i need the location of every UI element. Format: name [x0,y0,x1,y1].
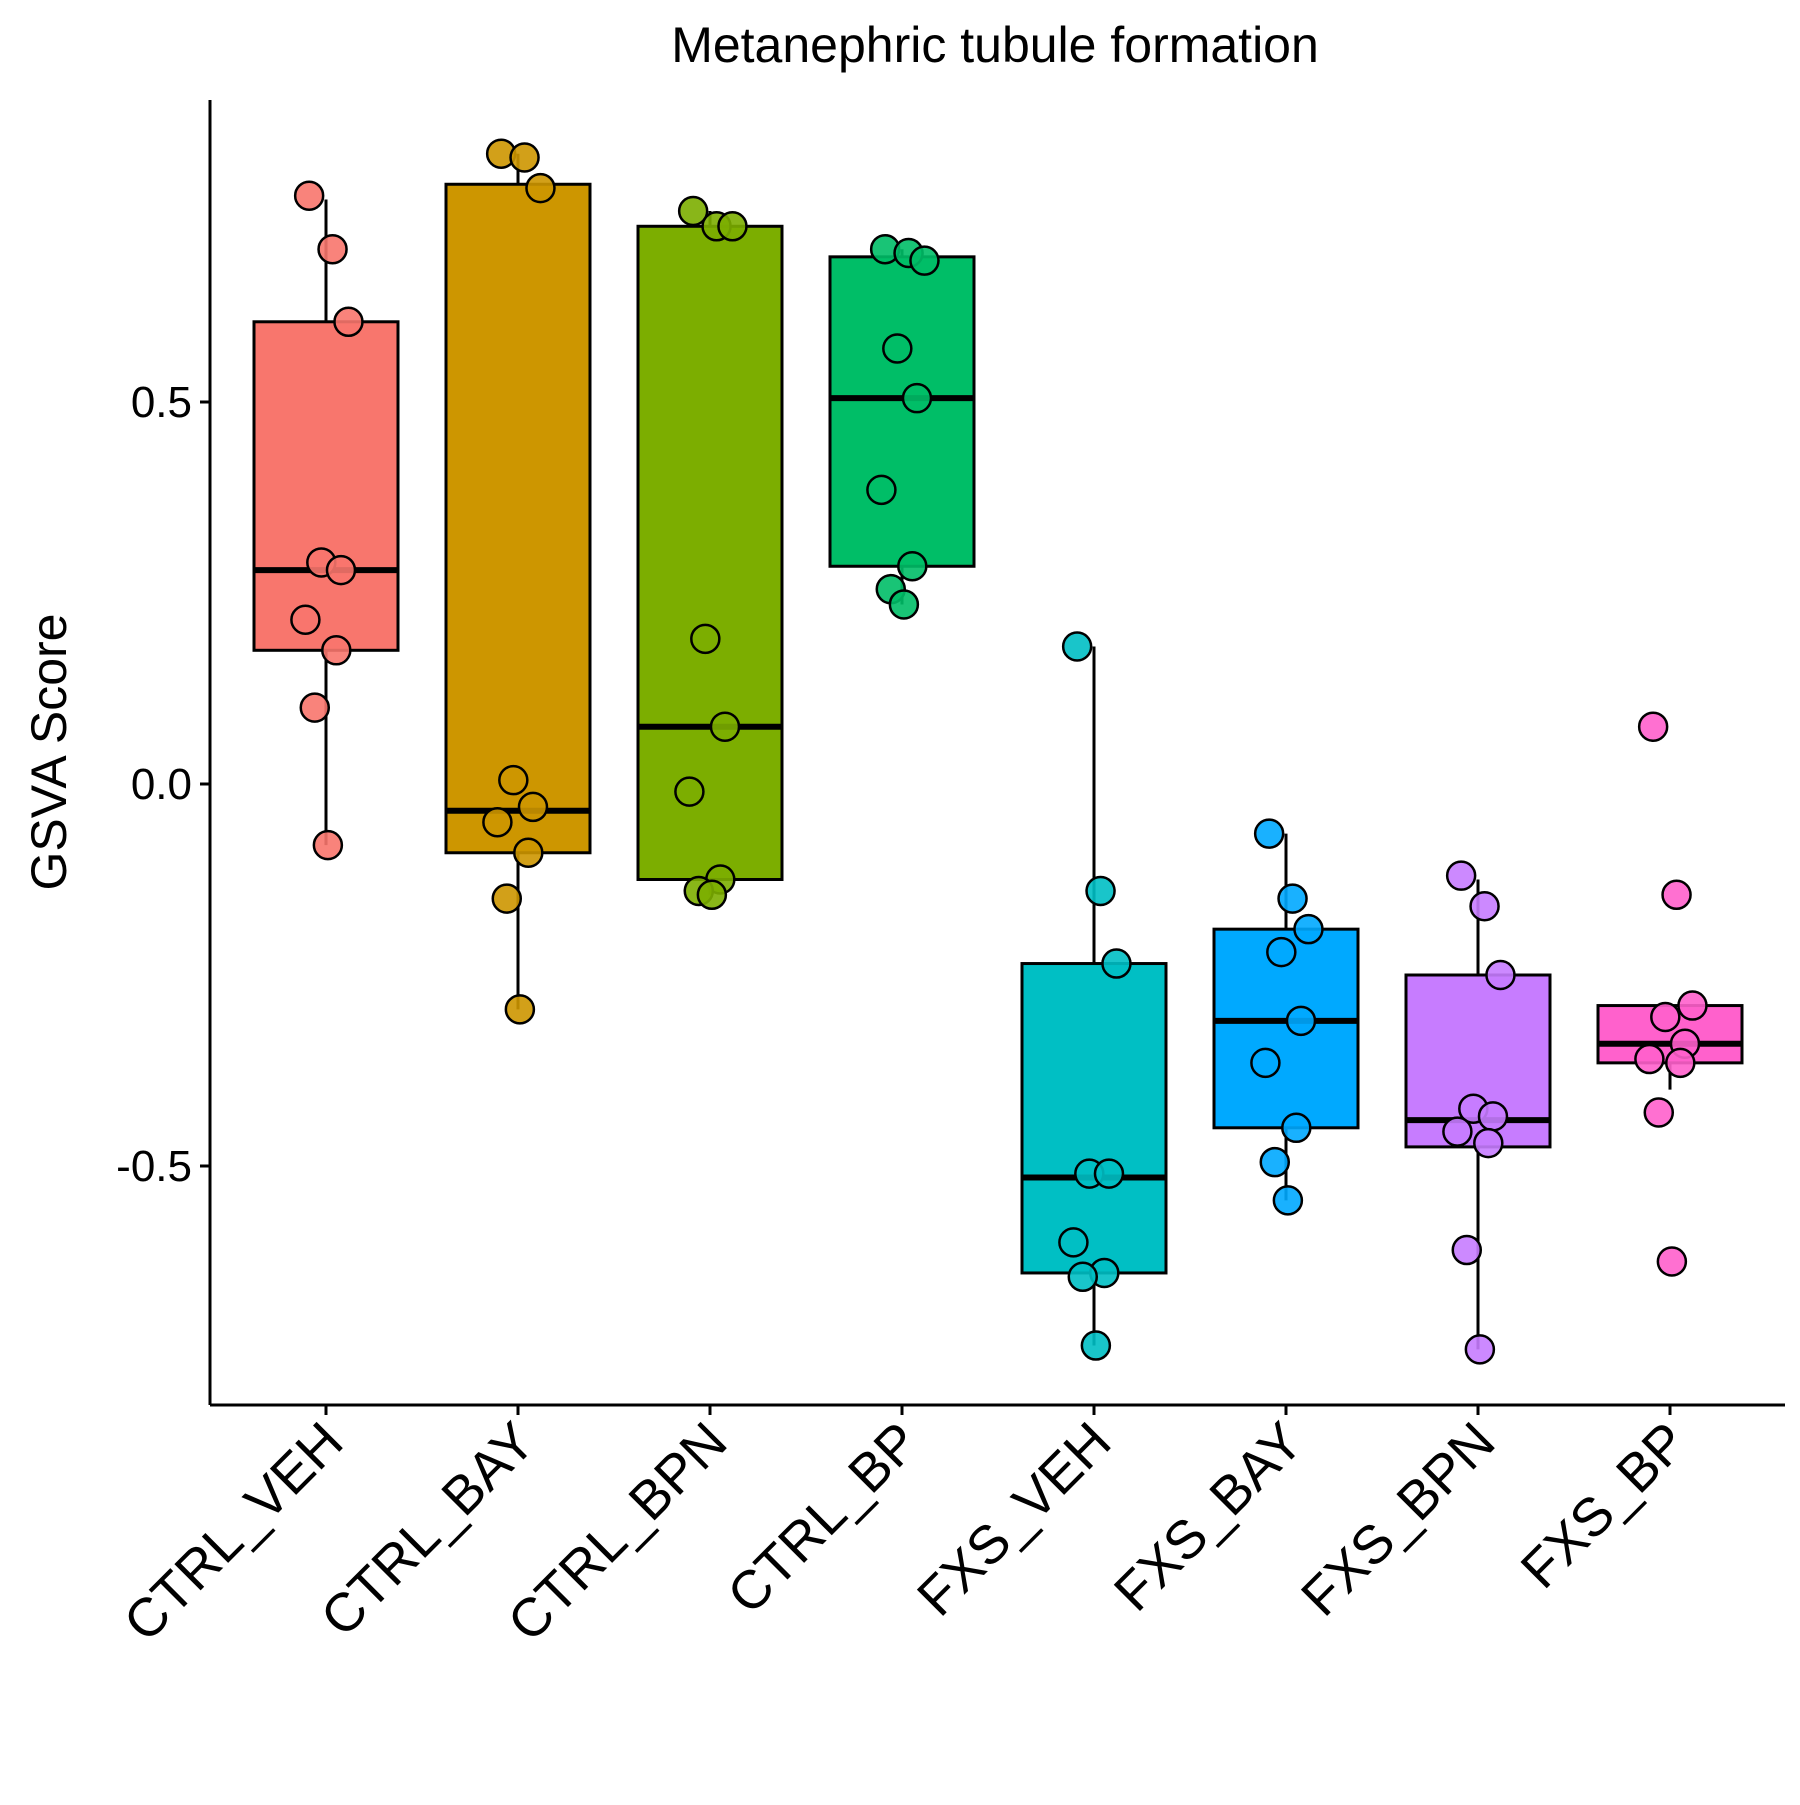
data-point [299,692,331,723]
data-point [1277,883,1308,914]
data-point [1464,1334,1496,1365]
data-point [321,635,352,666]
data-point [866,474,897,506]
data-point [888,589,920,620]
data-point [717,211,748,242]
x-tick-label: FXS_BAY [1103,1411,1315,1623]
data-point [1469,890,1500,922]
data-point [498,764,529,796]
box-group [1596,711,1744,1277]
data-point [897,551,928,582]
data-point [709,711,741,742]
data-point [1451,1234,1483,1266]
data-point [696,879,728,911]
data-point [1285,1005,1317,1037]
data-point [1293,913,1324,945]
x-tick-label: FXS_VEH [906,1411,1122,1627]
data-point [1272,1185,1304,1216]
data-point [513,837,544,869]
data-point [1080,1330,1112,1361]
data-point [1656,1246,1688,1277]
data-point [882,333,913,364]
data-point [1665,1047,1696,1079]
data-point [1250,1047,1281,1079]
data-point [1093,1158,1125,1189]
plot-area [252,138,1744,1365]
data-point [1445,860,1477,891]
x-tick-label: FXS_BPN [1290,1411,1506,1627]
data-point [317,233,348,265]
y-tick-label: 0.5 [131,378,192,427]
data-point [1473,1127,1504,1159]
data-point [909,245,940,276]
box-group [636,195,784,911]
y-tick-label: 0.0 [131,760,192,809]
data-point [1442,1116,1473,1147]
data-point [1661,879,1692,911]
data-point [1253,818,1285,849]
x-tick-label: CTRL_BP [716,1411,930,1625]
data-point [690,623,721,655]
data-point [1677,990,1708,1021]
data-point [1058,1227,1089,1258]
data-point [491,883,523,914]
chart-title: Metanephric tubule formation [671,17,1319,73]
data-point [293,180,325,211]
data-point [1101,948,1132,979]
data-point [312,829,344,861]
data-point [504,994,536,1025]
box-body [252,320,400,652]
data-point [1650,1001,1681,1033]
data-point [482,806,513,838]
box-group [1404,860,1552,1365]
box-body [828,255,976,568]
data-point [1477,1101,1509,1132]
data-point [1266,936,1297,968]
data-point [677,195,709,227]
box-group [1020,631,1168,1361]
data-point [901,382,933,414]
data-point [1061,631,1093,662]
box-body [1020,962,1168,1275]
data-point [1281,1112,1312,1144]
box-group [252,180,400,861]
data-point [1634,1043,1665,1075]
y-axis-label: GSVA Score [21,614,77,891]
data-point [509,142,540,173]
box-body [444,182,592,855]
data-point [525,172,556,204]
data-point [674,776,705,807]
data-point [333,306,364,338]
box-group [828,233,976,620]
data-point [1085,875,1116,907]
y-tick-label: -0.5 [116,1142,192,1191]
x-tick-label: CTRL_VEH [113,1411,355,1653]
data-point [1643,1097,1675,1128]
x-tick-label: FXS_BP [1510,1411,1699,1600]
data-point [1485,959,1516,991]
data-point [1067,1261,1099,1293]
data-point [1637,711,1669,742]
data-point [1259,1146,1291,1178]
box-group [1212,818,1360,1216]
data-point [517,791,549,823]
data-point [325,554,357,586]
data-point [290,604,321,635]
box-group [444,138,592,1025]
box-body [636,224,784,881]
